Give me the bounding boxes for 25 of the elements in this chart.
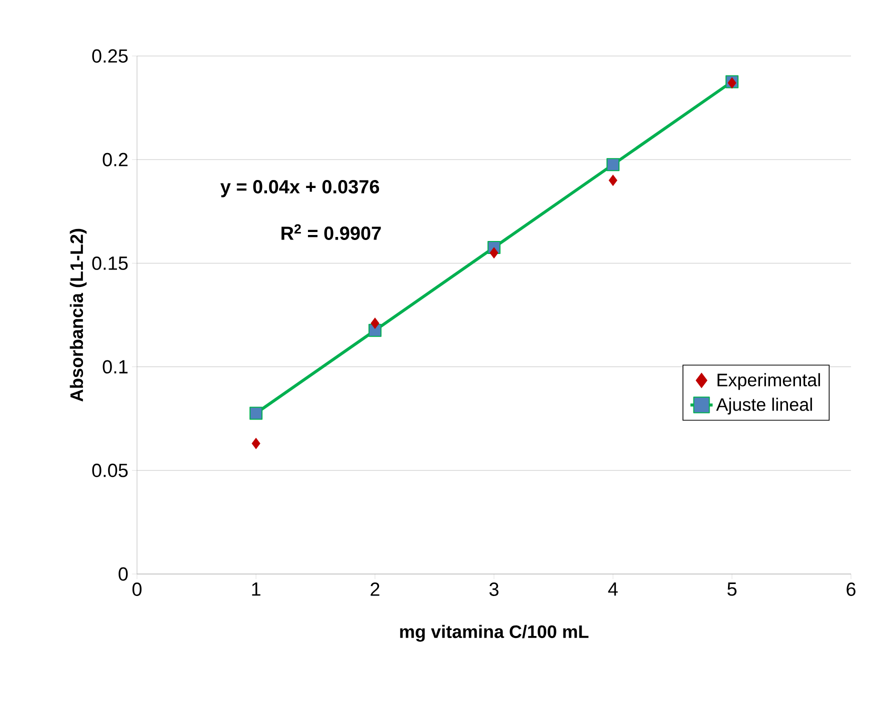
point [608,174,618,186]
x-tick-label: 2 [370,582,380,596]
point [252,438,260,450]
annotation: y = 0.04x + 0.0376 [220,180,380,198]
y-tick-label: 0.1 [102,360,128,374]
y-tick-label: 0.25 [92,49,128,63]
annotation: R$^{2}$ = 0.9907 [282,224,381,240]
point [370,318,380,329]
x-axis-title: mg vitamina C/100 mL [400,624,588,642]
y-tick-label: 0.15 [92,256,128,270]
x-tick-label: 0 [132,582,142,596]
x-tick-label: 4 [608,582,618,596]
x-tick-label: 1 [252,582,260,596]
y-tick-label: 0.2 [102,152,128,166]
point [490,247,498,259]
legend-label: Experimental [718,373,820,390]
point [606,158,620,172]
x-tick-label: 3 [489,582,498,596]
y-axis-title: Absorbancia (L1-L2) [70,228,87,402]
y-tick-label: 0.05 [92,464,128,478]
legend-label: Ajuste lineal [716,398,812,414]
point [250,406,262,420]
x-tick-label: 5 [727,582,736,596]
y-tick-label: 0 [118,567,128,581]
x-tick-label: 6 [846,582,856,596]
